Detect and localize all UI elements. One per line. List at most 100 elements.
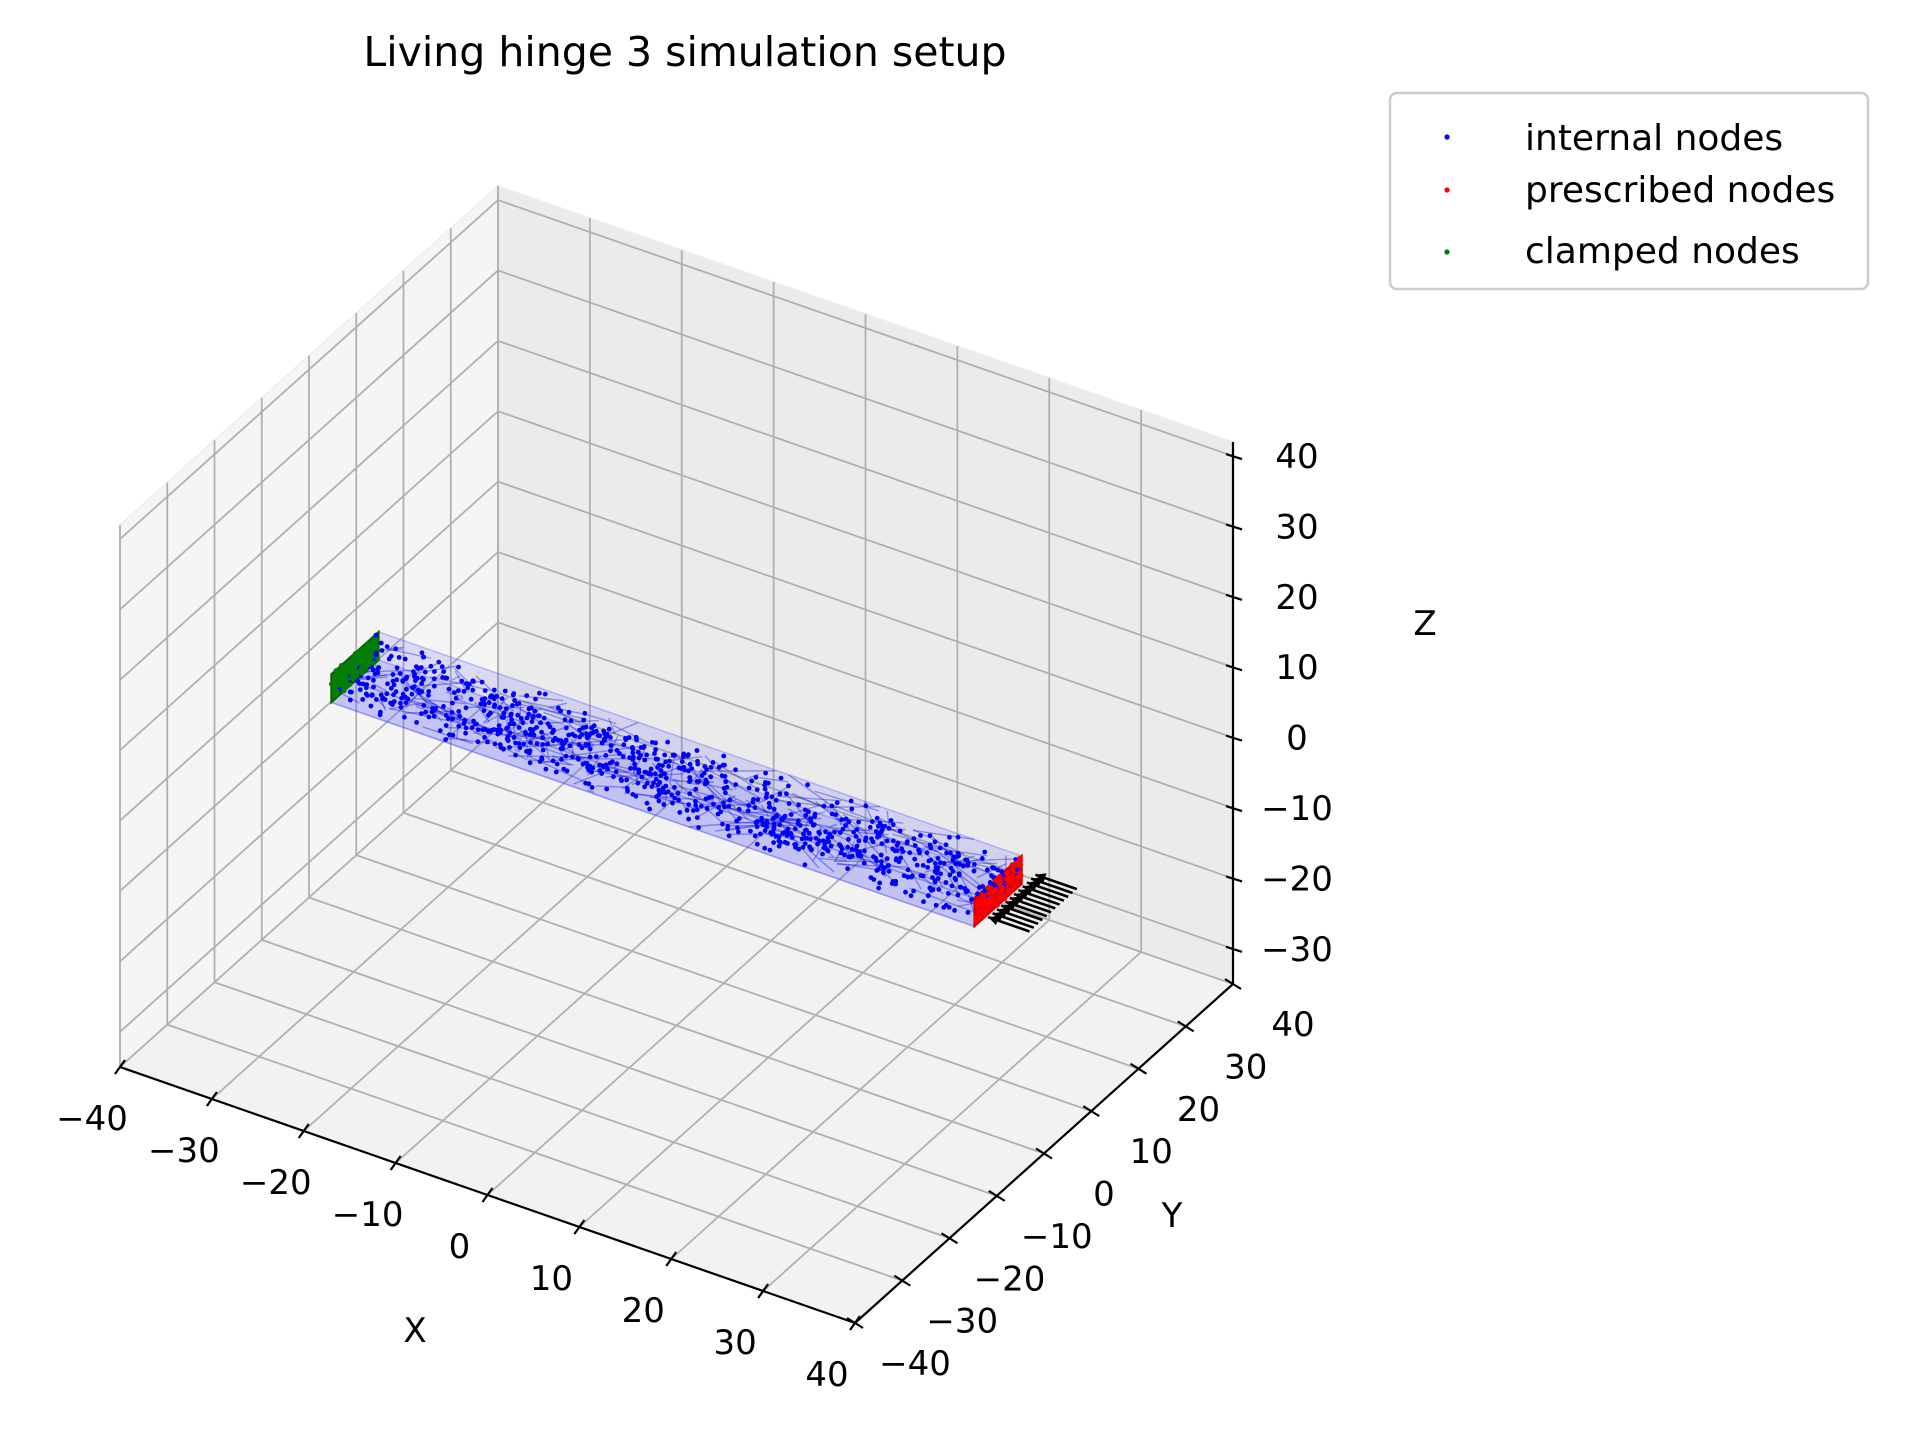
grid-z-back	[497, 199, 1234, 457]
internal-node	[891, 838, 896, 844]
internal-node	[539, 756, 545, 762]
mesh-edge	[692, 768, 703, 782]
mesh-edge	[759, 776, 789, 783]
x-tick	[205, 1091, 218, 1107]
internal-node	[881, 870, 886, 876]
internal-node	[502, 688, 508, 694]
mesh-edge	[669, 756, 703, 762]
y-tick-label: 10	[1130, 1132, 1173, 1172]
internal-node	[419, 681, 424, 686]
internal-node	[937, 845, 943, 851]
internal-node	[833, 812, 839, 817]
prescribed-node	[977, 914, 982, 920]
mesh-edge	[938, 852, 984, 889]
internal-node	[375, 670, 381, 676]
prescribed-node	[974, 901, 980, 907]
grid-z-back	[497, 410, 1234, 669]
internal-node	[721, 800, 726, 806]
internal-node	[936, 887, 942, 892]
internal-node	[499, 696, 505, 701]
internal-node	[795, 821, 801, 827]
internal-node	[482, 735, 487, 740]
internal-node	[821, 803, 827, 809]
internal-node	[365, 675, 371, 681]
mesh-edge	[457, 699, 529, 725]
internal-node	[980, 884, 986, 889]
grid-z-side	[119, 410, 499, 751]
grid-y-floor	[355, 854, 1092, 1112]
internal-node	[990, 865, 995, 870]
internal-node	[702, 764, 708, 769]
internal-node	[853, 834, 859, 839]
internal-node	[786, 783, 791, 789]
internal-node	[413, 664, 419, 670]
internal-node	[447, 732, 452, 738]
internal-node	[428, 663, 434, 669]
internal-node	[545, 741, 550, 747]
internal-node	[357, 687, 363, 693]
internal-node	[912, 856, 918, 862]
internal-node	[583, 742, 589, 747]
z-tick	[1225, 453, 1243, 461]
internal-node	[431, 683, 437, 689]
internal-node	[926, 858, 932, 864]
prescribed-node	[1008, 877, 1013, 883]
mesh-edge	[529, 741, 552, 762]
internal-node	[513, 740, 518, 746]
internal-node	[911, 888, 916, 894]
internal-node	[433, 706, 438, 711]
internal-node	[567, 743, 573, 749]
internal-node	[470, 687, 476, 693]
mesh-edge	[528, 759, 574, 766]
internal-node	[886, 825, 892, 831]
grid-y-floor	[166, 1023, 903, 1282]
internal-node	[357, 681, 362, 686]
mesh-edge	[572, 750, 575, 754]
internal-node	[660, 789, 666, 795]
mesh-edge	[514, 748, 521, 753]
internal-node	[851, 829, 857, 835]
internal-node	[661, 802, 667, 807]
internal-node	[632, 765, 638, 771]
internal-node	[608, 743, 614, 748]
legend-marker-clamped	[1444, 249, 1450, 255]
internal-node	[589, 725, 595, 731]
internal-node	[726, 803, 732, 809]
internal-node	[426, 714, 432, 720]
z-tick	[1225, 875, 1243, 883]
internal-node	[398, 700, 403, 706]
internal-node	[927, 885, 933, 891]
internal-node	[935, 855, 941, 861]
internal-node	[810, 822, 816, 828]
internal-node	[608, 735, 613, 740]
mesh-edge	[561, 745, 643, 758]
internal-node	[689, 766, 695, 771]
internal-node	[652, 751, 657, 756]
internal-node	[528, 740, 533, 745]
internal-node	[854, 827, 860, 832]
internal-node	[436, 659, 442, 665]
x-tick	[757, 1283, 770, 1299]
internal-node	[590, 765, 596, 771]
internal-node	[785, 826, 791, 832]
internal-node	[639, 774, 645, 780]
internal-node	[920, 863, 926, 868]
internal-node	[695, 761, 701, 767]
mesh-edge	[922, 845, 988, 857]
node-scatter	[329, 632, 1024, 924]
mesh-edge	[474, 702, 491, 723]
internal-node	[603, 753, 609, 758]
internal-node	[529, 729, 535, 735]
internal-node	[375, 666, 381, 672]
internal-node	[589, 769, 594, 775]
internal-node	[568, 718, 574, 724]
internal-node	[842, 852, 847, 858]
prescribed-node	[1009, 862, 1015, 868]
grid-y-floor	[403, 811, 1139, 1070]
mesh-edge	[431, 706, 487, 739]
internal-node	[405, 696, 411, 702]
internal-node	[390, 672, 396, 677]
x-tick	[389, 1155, 402, 1171]
mesh-edge	[605, 773, 684, 778]
internal-node	[642, 784, 647, 790]
